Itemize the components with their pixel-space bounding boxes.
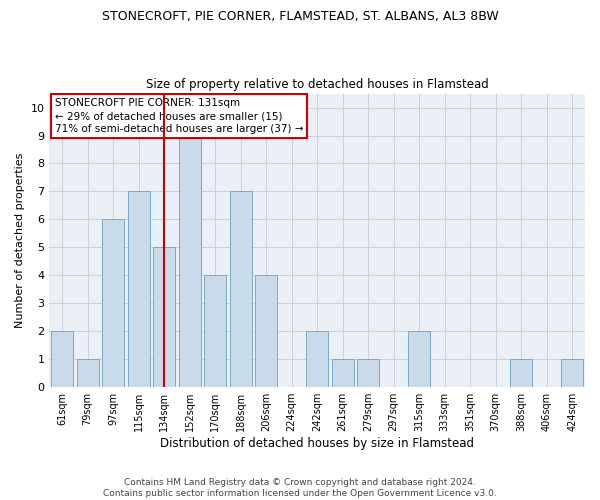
Text: STONECROFT PIE CORNER: 131sqm
← 29% of detached houses are smaller (15)
71% of s: STONECROFT PIE CORNER: 131sqm ← 29% of d… [55, 98, 303, 134]
Text: Contains HM Land Registry data © Crown copyright and database right 2024.
Contai: Contains HM Land Registry data © Crown c… [103, 478, 497, 498]
Bar [358, 359, 379, 387]
Bar [52, 332, 73, 387]
Bar [409, 332, 430, 387]
Bar [332, 359, 353, 387]
Bar [230, 192, 251, 387]
Bar [256, 276, 277, 387]
Title: Size of property relative to detached houses in Flamstead: Size of property relative to detached ho… [146, 78, 488, 91]
Bar [103, 220, 124, 387]
Bar [179, 136, 200, 387]
Bar [307, 332, 328, 387]
Bar [128, 192, 149, 387]
Bar [154, 248, 175, 387]
Bar [562, 359, 583, 387]
Bar [77, 359, 98, 387]
Bar [511, 359, 532, 387]
X-axis label: Distribution of detached houses by size in Flamstead: Distribution of detached houses by size … [160, 437, 474, 450]
Bar [205, 276, 226, 387]
Y-axis label: Number of detached properties: Number of detached properties [15, 152, 25, 328]
Text: STONECROFT, PIE CORNER, FLAMSTEAD, ST. ALBANS, AL3 8BW: STONECROFT, PIE CORNER, FLAMSTEAD, ST. A… [101, 10, 499, 23]
